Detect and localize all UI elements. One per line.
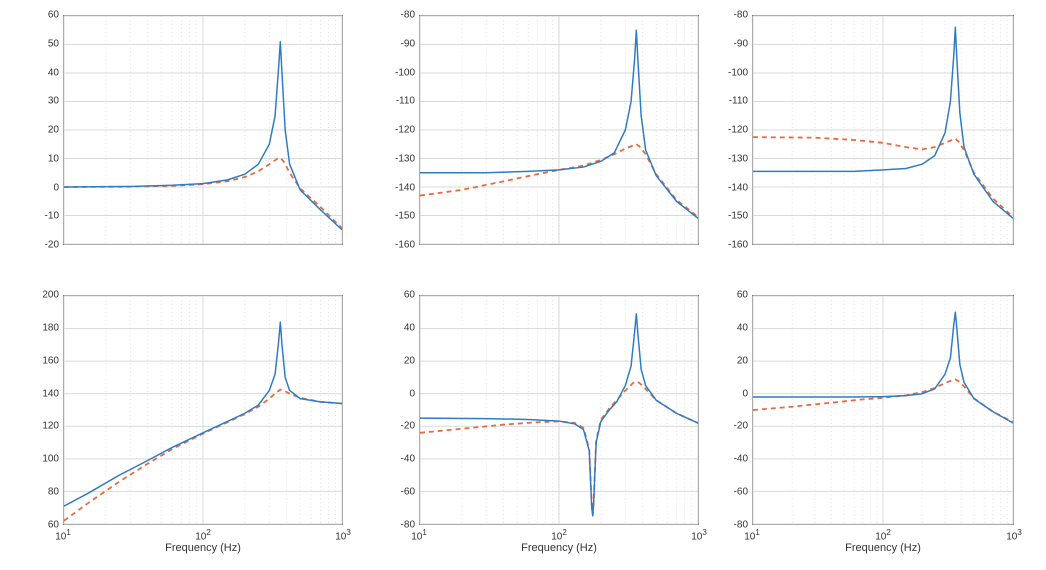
plot-x1_F: -160-150-140-130-120-110-100-90-80x₁F [716,5,1031,285]
ytick-label: 0 [385,388,415,399]
xtick-label: 101 [744,528,760,542]
ytick-label: 0 [29,182,59,193]
ytick-label: 60 [385,290,415,301]
axes [63,295,343,525]
ytick-label: -140 [718,182,748,193]
ytick-label: 180 [29,322,59,333]
xtick-label: 101 [55,528,71,542]
xlabel: Frequency (Hz) [419,542,699,554]
ytick-label: -130 [385,153,415,164]
plots-grid: -20-100102030405060x₁w-160-150-140-130-1… [0,0,1046,570]
ytick-label: -110 [385,96,415,107]
xtick-label: 103 [691,528,707,542]
ytick-label: -130 [718,153,748,164]
ytick-label: -90 [718,38,748,49]
xtick-label: 103 [335,528,351,542]
ytick-label: -160 [385,240,415,251]
ytick-label: 40 [718,322,748,333]
axes [419,295,699,525]
ytick-label: -20 [385,421,415,432]
xlabel: Frequency (Hz) [63,542,343,554]
ytick-label: -80 [385,10,415,21]
ytick-label: 40 [29,67,59,78]
ytick-label: -140 [385,182,415,193]
ytick-label: 160 [29,355,59,366]
ytick-label: -90 [385,38,415,49]
ytick-label: -150 [718,211,748,222]
ytick-label: -80 [718,10,748,21]
ytick-label: 20 [385,355,415,366]
ytick-label: 200 [29,290,59,301]
ytick-label: 50 [29,38,59,49]
ytick-label: 120 [29,421,59,432]
ytick-label: -60 [718,487,748,498]
ytick-label: 20 [718,355,748,366]
ytick-label: -20 [29,240,59,251]
xtick-label: 102 [551,528,567,542]
ytick-label: -60 [385,487,415,498]
xtick-label: 102 [875,528,891,542]
ytick-label: 60 [29,10,59,21]
plot-x1_f: -160-150-140-130-120-110-100-90-80x₁f [371,5,716,285]
axes [419,15,699,245]
ytick-label: -100 [718,67,748,78]
xtick-label: 102 [195,528,211,542]
ytick-label: -110 [718,96,748,107]
ytick-label: 0 [718,388,748,399]
axes [63,15,343,245]
ytick-label: -160 [718,240,748,251]
xtick-label: 103 [1006,528,1022,542]
plot-Fs_F: -80-60-40-200204060101102103Frequency (H… [716,285,1031,565]
ytick-label: 10 [29,153,59,164]
plot-Fs_f: -80-60-40-200204060101102103Frequency (H… [371,285,716,565]
xlabel: Frequency (Hz) [752,542,1014,554]
ytick-label: -120 [718,125,748,136]
ytick-label: 140 [29,388,59,399]
ytick-label: 60 [718,290,748,301]
ytick-label: 40 [385,322,415,333]
ytick-label: 100 [29,454,59,465]
ytick-label: -40 [385,454,415,465]
ytick-label: -40 [718,454,748,465]
ytick-label: -10 [29,211,59,222]
plot-Fs_w: 6080100120140160180200101102103Frequency… [15,285,371,565]
ytick-label: -120 [385,125,415,136]
ytick-label: -150 [385,211,415,222]
ytick-label: -100 [385,67,415,78]
xtick-label: 101 [411,528,427,542]
ytick-label: 20 [29,125,59,136]
axes [752,15,1014,245]
ytick-label: 30 [29,96,59,107]
plot-x1_w: -20-100102030405060x₁w [15,5,371,285]
ytick-label: 80 [29,487,59,498]
axes [752,295,1014,525]
ytick-label: -20 [718,421,748,432]
